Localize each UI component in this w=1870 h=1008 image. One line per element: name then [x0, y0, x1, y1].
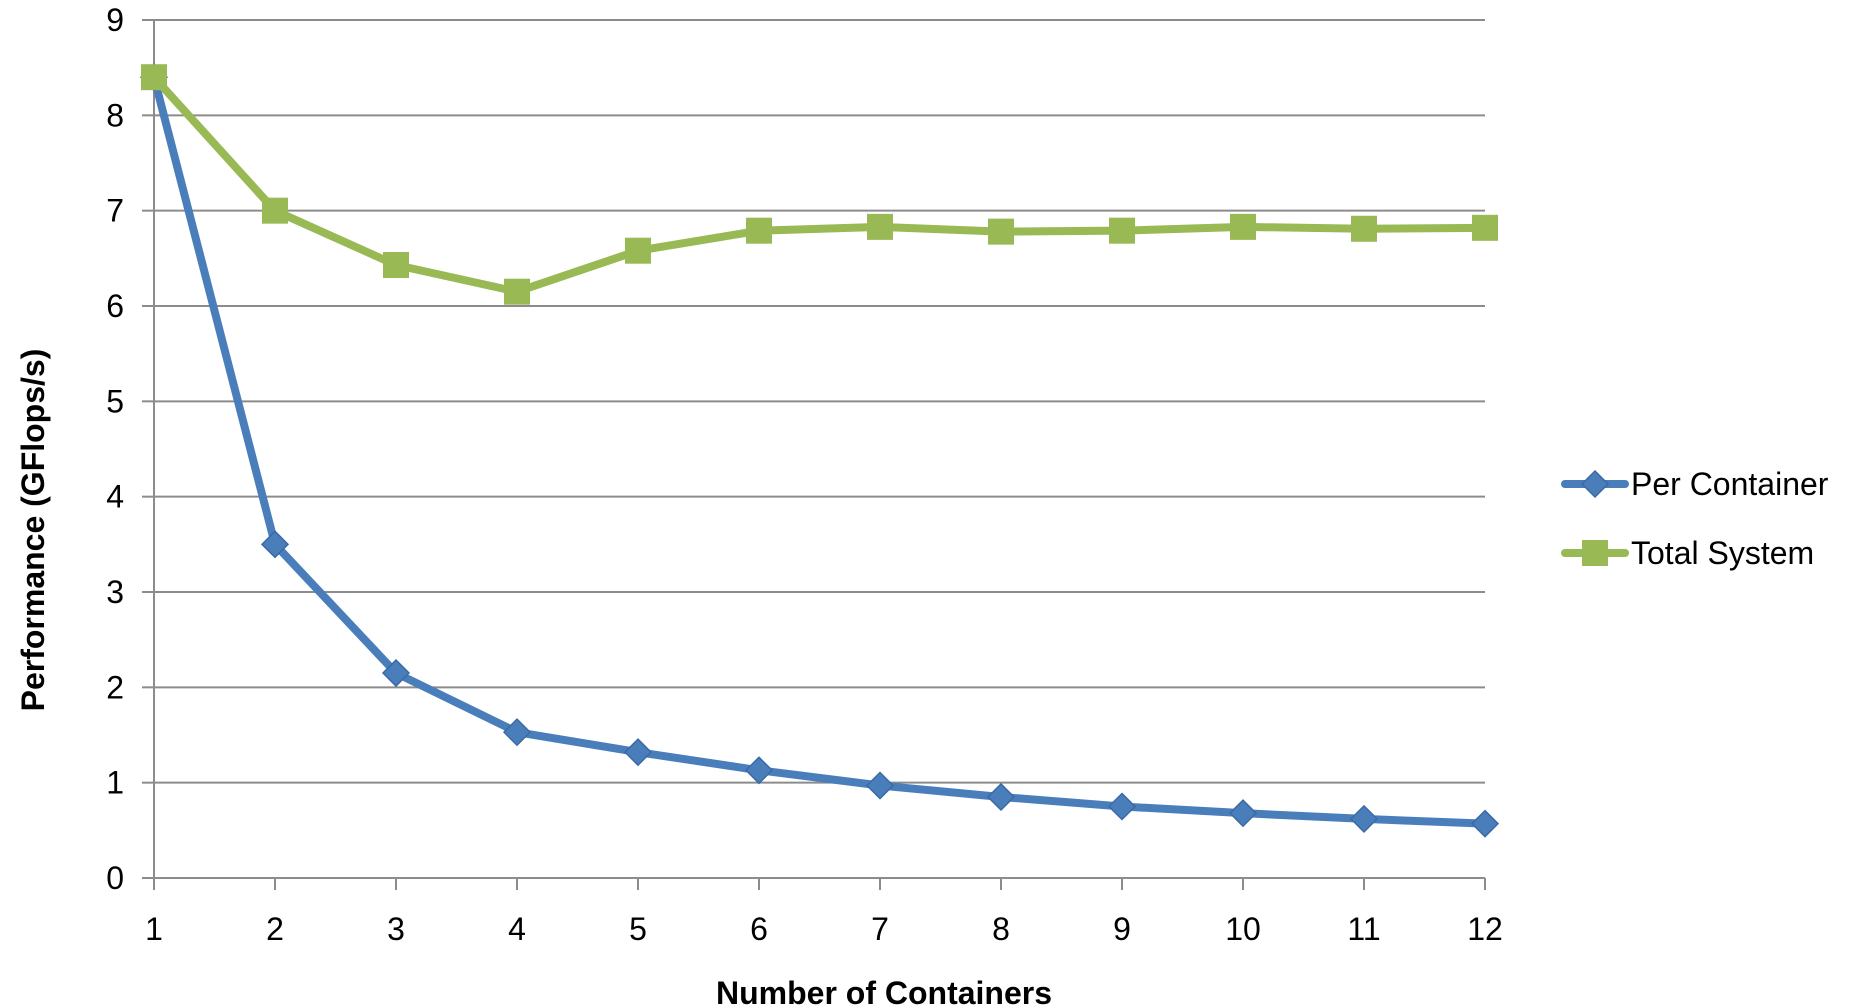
y-tick-labels: 0 1 2 3 4 5 6 7 8 9 — [106, 2, 124, 896]
legend-label: Total System — [1631, 535, 1814, 571]
x-tick-label: 12 — [1467, 911, 1503, 947]
data-point — [504, 278, 530, 305]
legend-item: Total System — [1561, 535, 1814, 571]
y-tick-label: 2 — [106, 669, 124, 705]
data-point — [867, 213, 893, 240]
legend-swatch-marker — [1582, 540, 1608, 566]
y-tick-label: 6 — [106, 288, 124, 324]
series-group — [139, 63, 1500, 838]
legend-swatch-marker — [1580, 469, 1610, 499]
x-tick-label: 9 — [1113, 911, 1131, 947]
x-tick-label: 10 — [1225, 911, 1261, 947]
data-point — [1107, 792, 1137, 821]
data-point — [383, 252, 409, 279]
data-point — [625, 237, 651, 264]
x-tick-label: 7 — [871, 911, 889, 947]
y-tick-label: 7 — [106, 193, 124, 229]
y-tick-label: 0 — [106, 860, 124, 896]
data-point — [988, 218, 1014, 245]
data-point — [746, 217, 772, 244]
legend-label: Per Container — [1631, 466, 1829, 502]
data-point — [865, 771, 895, 800]
x-tick-label: 5 — [629, 911, 647, 947]
y-axis-title: Performance (GFlops/s) — [15, 349, 51, 712]
y-tick-label: 3 — [106, 574, 124, 610]
x-tick-label: 8 — [992, 911, 1010, 947]
x-tick-labels: 1 2 3 4 5 6 7 8 9 10 11 12 — [145, 911, 1503, 947]
data-point — [262, 197, 288, 224]
data-point — [1349, 804, 1379, 833]
data-point — [623, 738, 653, 767]
axes — [142, 19, 1486, 890]
data-point — [1472, 214, 1498, 241]
data-point — [381, 658, 411, 688]
data-point — [141, 64, 167, 91]
x-tick-label: 3 — [387, 911, 405, 947]
x-tick-label: 11 — [1347, 911, 1380, 947]
x-tick-label: 4 — [508, 911, 526, 947]
data-point — [1228, 799, 1258, 828]
data-point — [744, 756, 774, 785]
data-point — [1109, 217, 1135, 244]
x-tick-label: 2 — [266, 911, 284, 947]
data-point — [1230, 213, 1256, 240]
data-point — [1470, 809, 1500, 838]
y-tick-label: 1 — [106, 765, 124, 801]
series-line — [150, 73, 1489, 296]
data-point — [502, 718, 532, 747]
y-tick-label: 8 — [106, 97, 124, 133]
x-tick-label: 6 — [750, 911, 768, 947]
legend-item: Per Container — [1561, 466, 1829, 502]
legend: Per Container Total System — [1561, 466, 1829, 571]
data-point — [260, 530, 290, 559]
data-point — [1351, 215, 1377, 242]
y-tick-label: 9 — [106, 2, 124, 38]
series-line — [150, 73, 1489, 828]
y-tick-label: 4 — [106, 479, 124, 515]
series-per-container — [139, 63, 1500, 838]
y-tick-label: 5 — [106, 383, 124, 419]
data-point — [986, 782, 1016, 812]
grid-lines — [154, 19, 1485, 784]
series-total-system — [141, 64, 1498, 305]
x-tick-label: 1 — [145, 911, 163, 947]
x-axis-title: Number of Containers — [716, 975, 1052, 1008]
